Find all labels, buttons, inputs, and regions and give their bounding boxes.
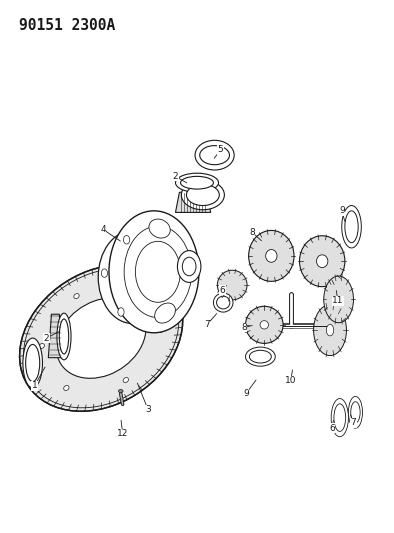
Text: 7: 7 — [204, 320, 210, 329]
Ellipse shape — [195, 140, 234, 170]
Circle shape — [150, 298, 156, 307]
Ellipse shape — [109, 211, 199, 333]
Ellipse shape — [149, 219, 170, 238]
Ellipse shape — [181, 180, 225, 210]
Ellipse shape — [249, 350, 271, 363]
Ellipse shape — [23, 338, 43, 388]
Ellipse shape — [56, 298, 146, 378]
Ellipse shape — [217, 296, 230, 309]
Circle shape — [123, 236, 130, 244]
Ellipse shape — [98, 231, 167, 324]
Ellipse shape — [245, 306, 283, 343]
Text: 3: 3 — [145, 405, 151, 414]
Ellipse shape — [314, 305, 346, 356]
Ellipse shape — [26, 344, 40, 382]
Ellipse shape — [326, 325, 334, 336]
Text: 9: 9 — [339, 206, 345, 215]
Ellipse shape — [124, 226, 191, 318]
Text: 5: 5 — [217, 146, 223, 155]
Text: 1: 1 — [32, 381, 37, 390]
Ellipse shape — [299, 236, 345, 287]
Ellipse shape — [249, 230, 294, 281]
Text: 8: 8 — [241, 323, 247, 332]
Ellipse shape — [180, 176, 214, 189]
Text: 10: 10 — [285, 376, 297, 385]
Ellipse shape — [217, 270, 247, 300]
Ellipse shape — [59, 319, 69, 354]
Ellipse shape — [345, 211, 358, 243]
Ellipse shape — [133, 286, 139, 290]
Text: 2: 2 — [173, 172, 178, 181]
Polygon shape — [48, 314, 62, 358]
Ellipse shape — [158, 328, 163, 333]
Text: 7: 7 — [351, 418, 356, 427]
Ellipse shape — [200, 146, 229, 165]
Ellipse shape — [136, 241, 180, 302]
Ellipse shape — [334, 404, 346, 431]
Ellipse shape — [155, 303, 175, 323]
Ellipse shape — [324, 276, 353, 322]
Text: 11: 11 — [332, 296, 344, 305]
Ellipse shape — [39, 344, 45, 349]
Ellipse shape — [245, 347, 275, 366]
Text: 8: 8 — [249, 228, 255, 237]
Ellipse shape — [260, 321, 269, 329]
Ellipse shape — [266, 249, 277, 262]
Ellipse shape — [214, 293, 233, 312]
Ellipse shape — [123, 377, 128, 383]
Text: 4: 4 — [100, 225, 106, 234]
Ellipse shape — [64, 385, 69, 391]
Circle shape — [154, 254, 160, 262]
Ellipse shape — [186, 184, 219, 206]
Ellipse shape — [175, 173, 219, 192]
Ellipse shape — [351, 402, 360, 423]
Text: 90151 2300A: 90151 2300A — [19, 18, 115, 34]
Ellipse shape — [20, 265, 183, 411]
Ellipse shape — [74, 294, 79, 298]
Ellipse shape — [348, 397, 362, 428]
Circle shape — [101, 269, 108, 277]
Ellipse shape — [118, 390, 123, 393]
Text: 6: 6 — [329, 424, 335, 433]
Text: 9: 9 — [243, 389, 249, 398]
Circle shape — [118, 308, 124, 316]
Ellipse shape — [342, 206, 361, 248]
Ellipse shape — [316, 255, 328, 268]
Polygon shape — [175, 192, 211, 213]
Ellipse shape — [57, 313, 71, 360]
Text: 2: 2 — [44, 334, 49, 343]
Text: 6: 6 — [219, 286, 225, 295]
Ellipse shape — [177, 251, 201, 282]
Ellipse shape — [182, 257, 196, 276]
Ellipse shape — [331, 399, 348, 437]
Text: 12: 12 — [117, 429, 128, 438]
